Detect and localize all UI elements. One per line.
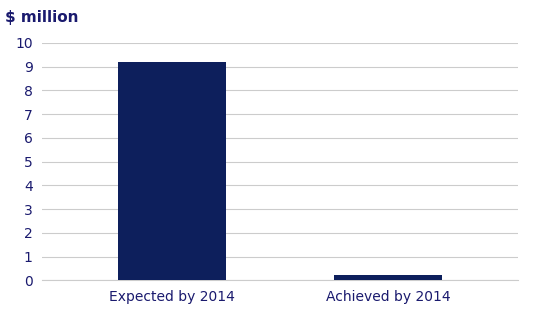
Bar bbox=[118, 62, 226, 280]
Bar bbox=[334, 275, 442, 280]
Text: $ million: $ million bbox=[5, 10, 79, 25]
